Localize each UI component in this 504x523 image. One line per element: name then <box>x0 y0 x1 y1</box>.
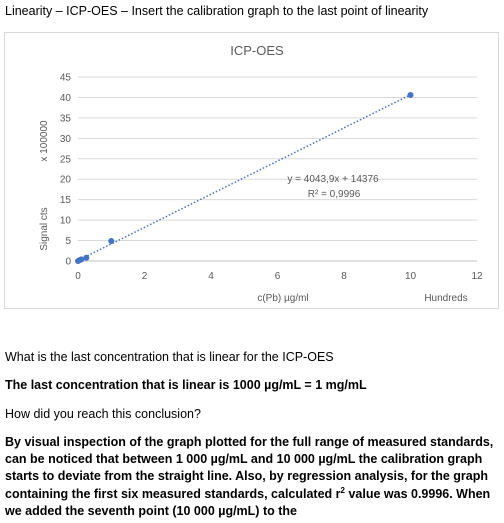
answer-2-text-b: value was 0.9996. When we added the seve… <box>5 486 491 518</box>
y-tick-label: 0 <box>65 257 71 268</box>
y-tick-label: 10 <box>60 216 72 227</box>
tick-labels: 0 5 10 15 20 25 30 35 40 45 0 2 4 6 8 10 12 <box>60 73 483 283</box>
y-tick-label: 40 <box>60 93 72 104</box>
page-heading: Linearity – ICP-OES – Insert the calibra… <box>5 4 429 18</box>
x-tick-label: 0 <box>75 271 81 282</box>
question-2: How did you reach this conclusion? <box>5 407 201 421</box>
trendline-r-squared: R² = 0,9996 <box>308 189 361 200</box>
x-axis-unit-label: Hundreds <box>424 293 467 304</box>
trendline-layer <box>77 94 411 262</box>
x-tick-label: 2 <box>142 271 148 282</box>
answer-2: By visual inspection of the graph plotte… <box>5 434 499 520</box>
y-axis-label: Signal cts <box>39 207 50 250</box>
chart-svg: 0 5 10 15 20 25 30 35 40 45 0 2 4 6 8 10 12 ICP-OES c(Pb… <box>39 43 483 304</box>
answer-2-superscript: 2 <box>340 485 345 495</box>
trendline-equation: y = 4043,9x + 14376 <box>287 174 379 185</box>
x-tick-label: 6 <box>275 271 281 282</box>
data-points <box>75 91 414 264</box>
chart-title: ICP-OES <box>230 43 284 58</box>
y-tick-label: 5 <box>65 236 71 247</box>
x-tick-label: 4 <box>208 271 214 282</box>
y-tick-label: 35 <box>60 113 72 124</box>
x-axis-label: c(Pb) µg/ml <box>257 293 308 304</box>
y-tick-label: 45 <box>60 73 72 84</box>
answer-2-text-a: By visual inspection of the graph plotte… <box>5 435 494 501</box>
gridlines <box>78 76 477 242</box>
answer-1: The last concentration that is linear is… <box>5 378 367 392</box>
x-tick-label: 10 <box>405 271 417 282</box>
y-tick-label: 15 <box>60 195 72 206</box>
y-axis-unit-label: x 100000 <box>39 120 50 162</box>
data-point <box>83 254 90 261</box>
x-tick-label: 12 <box>471 271 483 282</box>
y-tick-label: 30 <box>60 134 72 145</box>
question-1: What is the last concentration that is l… <box>5 350 334 364</box>
y-tick-label: 25 <box>60 154 72 165</box>
x-tick-label: 8 <box>341 271 347 282</box>
data-point <box>108 237 115 244</box>
y-tick-label: 20 <box>60 175 72 186</box>
trendline <box>77 94 411 262</box>
data-point <box>407 91 414 98</box>
calibration-chart: 0 5 10 15 20 25 30 35 40 45 0 2 4 6 8 10 12 ICP-OES c(Pb… <box>4 32 499 309</box>
data-point <box>78 256 85 263</box>
